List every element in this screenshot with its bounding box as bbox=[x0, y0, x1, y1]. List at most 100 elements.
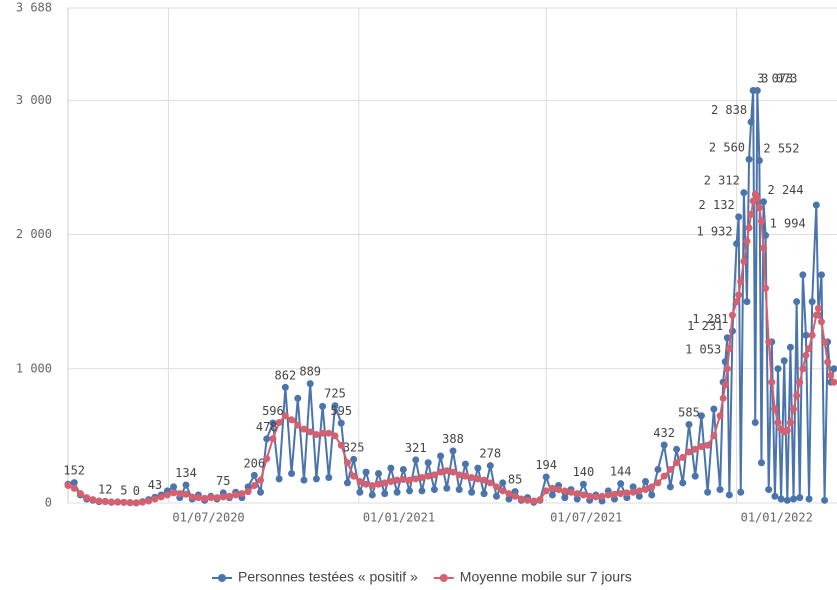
data-point bbox=[244, 488, 252, 496]
data-point bbox=[281, 383, 289, 391]
data-point bbox=[511, 492, 519, 500]
data-point bbox=[70, 479, 78, 487]
data-point bbox=[799, 365, 807, 373]
data-point bbox=[343, 479, 351, 487]
data-point bbox=[76, 490, 84, 498]
data-point bbox=[735, 291, 743, 299]
data-point bbox=[710, 432, 718, 440]
legend-label: Personnes testées « positif » bbox=[238, 569, 418, 585]
data-point bbox=[337, 419, 345, 427]
data-point bbox=[257, 476, 265, 484]
value-label: 1 053 bbox=[685, 343, 721, 357]
value-label: 2 132 bbox=[699, 198, 735, 212]
data-point bbox=[418, 473, 426, 481]
data-point bbox=[437, 452, 445, 460]
data-point bbox=[399, 465, 407, 473]
data-point bbox=[793, 392, 801, 400]
data-point bbox=[685, 420, 693, 428]
data-point bbox=[786, 343, 794, 351]
data-point bbox=[70, 484, 78, 492]
data-point bbox=[617, 490, 625, 498]
data-point bbox=[799, 271, 807, 279]
data-point bbox=[263, 455, 271, 463]
data-point bbox=[499, 487, 507, 495]
data-point bbox=[176, 490, 184, 498]
data-point bbox=[755, 156, 763, 164]
data-point bbox=[579, 480, 587, 488]
data-point bbox=[796, 378, 804, 386]
data-point bbox=[747, 210, 755, 218]
value-label: 321 bbox=[405, 441, 427, 455]
data-point bbox=[790, 405, 798, 413]
value-label: 75 bbox=[216, 474, 230, 488]
data-point bbox=[455, 486, 463, 494]
data-point bbox=[393, 488, 401, 496]
data-point bbox=[201, 494, 209, 502]
data-point bbox=[542, 473, 550, 481]
data-point bbox=[399, 476, 407, 484]
data-point bbox=[548, 491, 556, 499]
data-point bbox=[95, 497, 103, 505]
data-point bbox=[542, 487, 550, 495]
value-label: 194 bbox=[535, 458, 557, 472]
data-point bbox=[64, 482, 72, 490]
data-point bbox=[716, 412, 724, 420]
data-point bbox=[350, 472, 358, 480]
value-label: 0 bbox=[133, 484, 140, 498]
data-point bbox=[830, 378, 837, 386]
data-point bbox=[381, 490, 389, 498]
x-tick-label: 01/07/2021 bbox=[550, 511, 622, 525]
data-point bbox=[737, 278, 745, 286]
x-tick-label: 01/01/2021 bbox=[363, 511, 435, 525]
data-point bbox=[725, 345, 733, 353]
data-point bbox=[412, 475, 420, 483]
data-point bbox=[300, 425, 308, 433]
data-point bbox=[424, 472, 432, 480]
data-point bbox=[827, 371, 835, 379]
data-point bbox=[362, 468, 370, 476]
data-point bbox=[492, 492, 500, 500]
data-point bbox=[610, 490, 618, 498]
data-point bbox=[635, 492, 643, 500]
data-point bbox=[768, 378, 776, 386]
data-point bbox=[790, 495, 798, 503]
data-point bbox=[288, 469, 296, 477]
data-point bbox=[536, 496, 544, 504]
data-point bbox=[188, 493, 196, 501]
data-point bbox=[443, 484, 451, 492]
y-tick-label: 1 000 bbox=[16, 361, 52, 375]
data-point bbox=[561, 487, 569, 495]
data-point bbox=[219, 493, 227, 501]
data-point bbox=[381, 479, 389, 487]
data-point bbox=[757, 459, 765, 467]
value-label: 2 552 bbox=[763, 141, 799, 155]
data-point bbox=[755, 204, 763, 212]
data-point bbox=[194, 494, 202, 502]
data-point bbox=[573, 495, 581, 503]
data-point bbox=[151, 495, 159, 503]
data-point bbox=[673, 445, 681, 453]
data-point bbox=[418, 487, 426, 495]
data-point bbox=[666, 465, 674, 473]
data-point bbox=[132, 499, 140, 507]
value-label: 3 073 bbox=[757, 72, 793, 86]
y-tick-label: 3 688 bbox=[16, 1, 52, 15]
data-point bbox=[182, 481, 190, 489]
data-point bbox=[548, 484, 556, 492]
value-label: 388 bbox=[442, 432, 464, 446]
data-point bbox=[777, 495, 785, 503]
data-point bbox=[586, 492, 594, 500]
data-point bbox=[604, 491, 612, 499]
data-point bbox=[213, 494, 221, 502]
value-label: 140 bbox=[573, 465, 595, 479]
data-point bbox=[374, 480, 382, 488]
data-point bbox=[660, 472, 668, 480]
data-point bbox=[760, 198, 768, 206]
data-point bbox=[492, 483, 500, 491]
data-point bbox=[170, 483, 178, 491]
data-point bbox=[449, 468, 457, 476]
data-point bbox=[648, 491, 656, 499]
data-point bbox=[319, 402, 327, 410]
data-point bbox=[387, 464, 395, 472]
value-label: 596 bbox=[262, 404, 284, 418]
